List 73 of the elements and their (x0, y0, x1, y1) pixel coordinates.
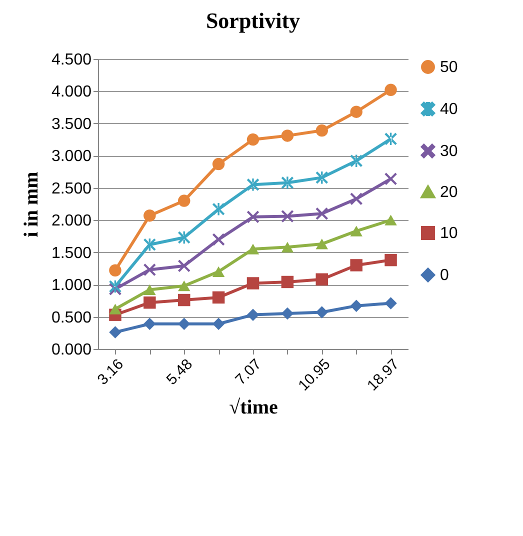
y-tick-label: 2.500 (51, 180, 92, 198)
chart-title: Sorptivity (206, 8, 300, 33)
y-tick-label: 1.000 (51, 277, 92, 294)
point (246, 210, 260, 224)
point (178, 231, 190, 244)
point (178, 294, 190, 306)
point (178, 280, 190, 292)
point (212, 203, 225, 216)
point (384, 297, 397, 310)
point (178, 318, 190, 330)
point (212, 318, 225, 330)
point (281, 210, 294, 222)
point (350, 259, 362, 272)
y-axis-title: i in mm (20, 171, 42, 238)
point (246, 244, 260, 254)
point (281, 276, 294, 288)
point (246, 133, 260, 146)
point (384, 254, 397, 266)
point (281, 176, 294, 189)
point (109, 326, 122, 338)
point (212, 233, 225, 246)
y-tick-label: 0.500 (51, 309, 92, 326)
point (144, 318, 156, 330)
point (212, 158, 225, 170)
legend-label: 20 (440, 184, 458, 201)
point (144, 296, 156, 309)
point (109, 280, 122, 293)
y-tick-label: 3.000 (51, 148, 92, 166)
point (212, 291, 225, 304)
point (316, 208, 328, 220)
y-tick-label: 3.500 (51, 116, 92, 133)
y-tick-label: 2.000 (51, 212, 92, 230)
point (144, 209, 156, 222)
point (178, 194, 190, 207)
point (384, 214, 397, 226)
y-tick-label: 1.500 (51, 244, 92, 262)
y-tick-label: 0.000 (51, 342, 92, 358)
point (350, 106, 362, 118)
point (212, 266, 225, 277)
x-tick-label: 3.16 (94, 356, 128, 388)
point (246, 178, 260, 191)
point (316, 306, 328, 318)
point (281, 130, 294, 142)
point (109, 264, 122, 276)
point (350, 192, 362, 205)
point (384, 132, 397, 146)
point (144, 264, 156, 276)
legend-label: 40 (440, 101, 458, 118)
x-tick-label: 5.48 (163, 356, 196, 388)
point (144, 238, 156, 251)
y-tick-label: 4.000 (51, 84, 92, 101)
point (144, 284, 156, 296)
point (316, 238, 328, 250)
point (350, 226, 362, 236)
point (178, 260, 190, 272)
legend-label: 0 (440, 267, 449, 284)
point (281, 307, 294, 320)
point (246, 308, 260, 321)
point (281, 242, 294, 252)
point (316, 124, 328, 137)
point (350, 300, 362, 312)
point (384, 172, 397, 185)
legend-label: 10 (440, 225, 458, 242)
point (350, 154, 362, 167)
y-tick-label: 4.500 (51, 52, 92, 68)
point (109, 304, 122, 314)
point (316, 171, 328, 184)
point (316, 273, 328, 286)
point (246, 277, 260, 290)
point (384, 84, 397, 96)
legend-label: 50 (440, 59, 458, 76)
legend-label: 30 (440, 143, 458, 160)
x-axis-title: √time (229, 396, 278, 419)
